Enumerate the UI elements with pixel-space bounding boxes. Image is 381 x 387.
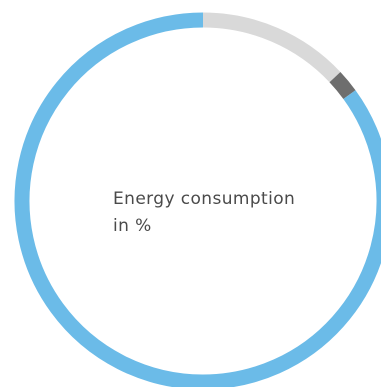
donut-slice-1: [202, 12, 341, 83]
donut-slice-3: [14, 12, 381, 387]
center-label-line1: Energy consumption: [113, 189, 296, 209]
center-label: Energy consumption in %: [113, 186, 313, 240]
center-label-line2: in %: [113, 216, 152, 236]
donut-slice-2: [329, 71, 356, 100]
